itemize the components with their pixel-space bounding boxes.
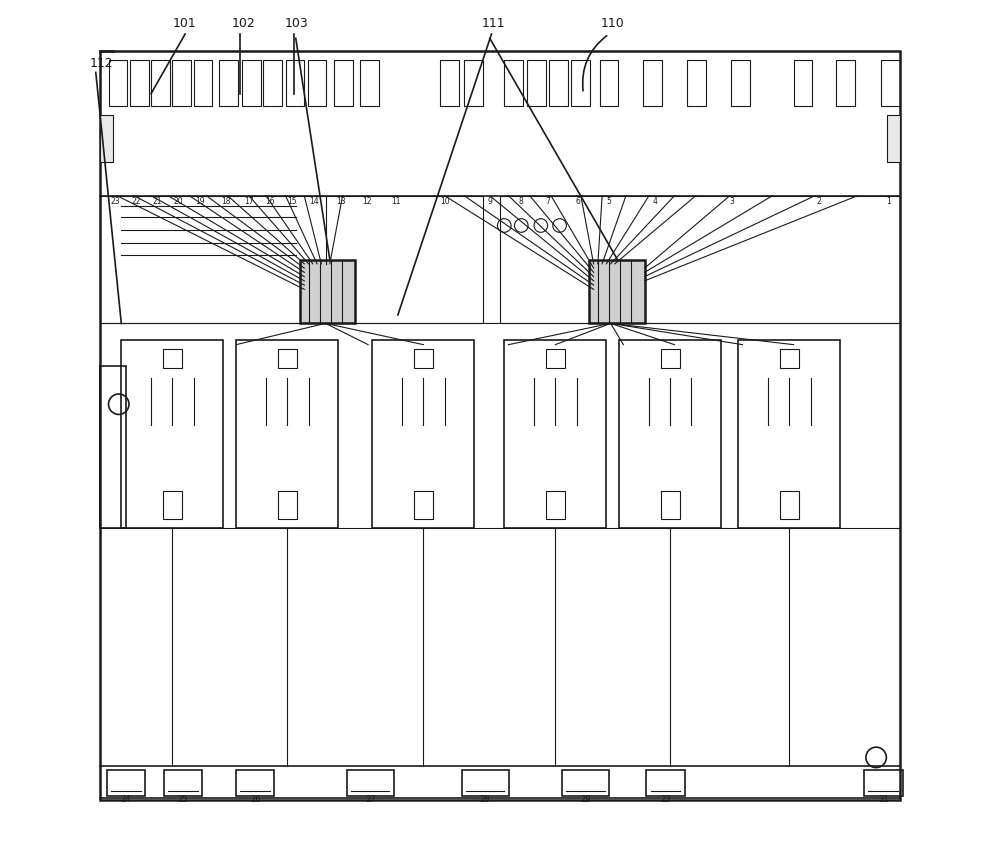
Bar bbox=[562, 770, 609, 796]
Bar bbox=[286, 60, 304, 106]
Text: 21: 21 bbox=[152, 197, 162, 207]
Bar bbox=[263, 60, 282, 106]
Text: 23: 23 bbox=[660, 796, 671, 804]
Text: 19: 19 bbox=[196, 197, 205, 207]
Bar bbox=[100, 366, 126, 528]
Text: 9: 9 bbox=[487, 197, 492, 207]
Bar bbox=[864, 770, 903, 796]
Bar bbox=[462, 770, 509, 796]
Text: 23: 23 bbox=[111, 197, 120, 207]
Text: 101: 101 bbox=[172, 17, 196, 30]
Bar bbox=[780, 349, 799, 368]
Bar bbox=[527, 60, 546, 106]
Text: 111: 111 bbox=[481, 17, 505, 30]
Bar bbox=[130, 60, 149, 106]
Bar bbox=[687, 60, 706, 106]
Text: 26: 26 bbox=[250, 796, 261, 804]
Bar bbox=[334, 60, 353, 106]
Bar bbox=[236, 340, 338, 528]
FancyArrowPatch shape bbox=[583, 36, 607, 91]
Text: 12: 12 bbox=[362, 197, 372, 207]
Bar bbox=[372, 340, 474, 528]
Bar bbox=[887, 115, 900, 162]
Bar bbox=[780, 491, 799, 519]
Text: 1: 1 bbox=[887, 197, 891, 207]
Bar bbox=[236, 770, 274, 796]
Bar bbox=[194, 60, 212, 106]
Bar bbox=[600, 60, 618, 106]
Bar bbox=[278, 349, 297, 368]
Text: 14: 14 bbox=[310, 197, 319, 207]
Bar bbox=[360, 60, 379, 106]
Bar bbox=[414, 491, 433, 519]
Text: 29: 29 bbox=[580, 796, 591, 804]
Bar bbox=[546, 491, 565, 519]
Text: 17: 17 bbox=[244, 197, 254, 207]
Text: 13: 13 bbox=[336, 197, 346, 207]
Bar bbox=[500, 196, 900, 323]
Text: 27: 27 bbox=[365, 796, 376, 804]
Bar bbox=[549, 60, 568, 106]
Text: 3: 3 bbox=[729, 197, 734, 207]
Bar bbox=[661, 349, 680, 368]
Text: 8: 8 bbox=[518, 197, 523, 207]
Bar bbox=[100, 196, 483, 323]
Text: 110: 110 bbox=[600, 17, 624, 30]
Bar bbox=[794, 60, 812, 106]
Bar bbox=[107, 770, 145, 796]
Text: 22: 22 bbox=[132, 197, 141, 207]
Bar bbox=[504, 60, 523, 106]
Bar bbox=[151, 60, 170, 106]
Bar bbox=[308, 60, 326, 106]
Bar bbox=[589, 260, 645, 323]
Bar bbox=[731, 60, 750, 106]
Bar bbox=[121, 340, 223, 528]
Bar bbox=[109, 60, 127, 106]
Bar bbox=[464, 60, 483, 106]
Text: 24: 24 bbox=[121, 796, 131, 804]
Bar bbox=[646, 770, 685, 796]
Bar bbox=[881, 60, 900, 106]
Text: 5: 5 bbox=[606, 197, 611, 207]
Text: 4: 4 bbox=[652, 197, 657, 207]
Text: 112: 112 bbox=[90, 57, 113, 70]
Text: 31: 31 bbox=[878, 796, 889, 804]
Text: 28: 28 bbox=[480, 796, 490, 804]
Text: 2: 2 bbox=[817, 197, 822, 207]
Text: 16: 16 bbox=[265, 197, 275, 207]
Bar bbox=[347, 770, 394, 796]
Bar bbox=[643, 60, 662, 106]
Text: 7: 7 bbox=[545, 197, 550, 207]
Bar bbox=[836, 60, 855, 106]
Text: 103: 103 bbox=[285, 17, 308, 30]
Text: 25: 25 bbox=[178, 796, 188, 804]
Bar bbox=[242, 60, 261, 106]
Text: 10: 10 bbox=[440, 197, 449, 207]
Text: 102: 102 bbox=[232, 17, 256, 30]
Bar bbox=[278, 491, 297, 519]
Bar bbox=[164, 770, 202, 796]
Bar bbox=[619, 340, 721, 528]
Bar bbox=[571, 60, 590, 106]
Text: 11: 11 bbox=[391, 197, 401, 207]
Bar bbox=[163, 491, 182, 519]
Text: 15: 15 bbox=[288, 197, 297, 207]
Bar bbox=[661, 491, 680, 519]
Text: 6: 6 bbox=[576, 197, 581, 207]
Bar bbox=[300, 260, 355, 323]
Bar bbox=[738, 340, 840, 528]
Bar bbox=[172, 60, 191, 106]
Bar bbox=[440, 60, 459, 106]
Bar bbox=[100, 115, 113, 162]
Bar bbox=[100, 51, 900, 800]
Text: 20: 20 bbox=[174, 197, 183, 207]
Bar bbox=[163, 349, 182, 368]
Text: 18: 18 bbox=[221, 197, 231, 207]
Bar bbox=[219, 60, 238, 106]
Bar bbox=[414, 349, 433, 368]
Bar bbox=[504, 340, 606, 528]
Bar bbox=[546, 349, 565, 368]
